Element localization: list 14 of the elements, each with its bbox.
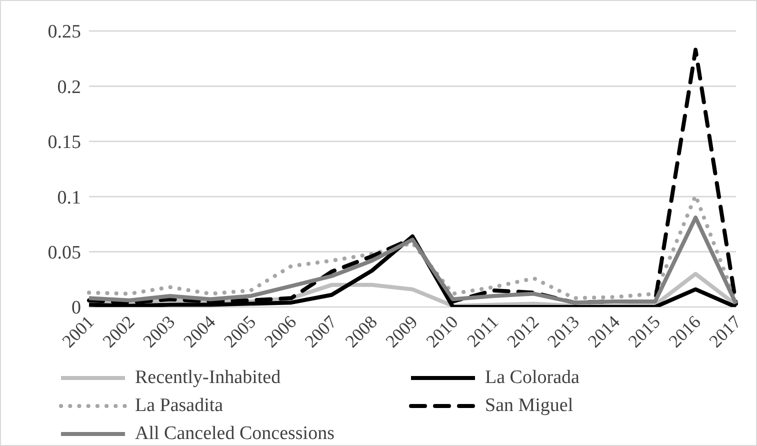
y-tick-label: 0.05 <box>48 242 81 264</box>
y-tick-label: 0.15 <box>48 132 81 154</box>
legend-label: La Colorada <box>485 367 580 389</box>
line-series <box>87 216 738 306</box>
y-tick-label: 0.2 <box>57 76 81 98</box>
legend-label: La Pasadita <box>135 395 224 417</box>
y-tick-label: 0.1 <box>57 187 81 208</box>
legend-label: All Canceled Concessions <box>135 423 334 445</box>
legend-label: San Miguel <box>485 395 574 417</box>
x-tick-label: 2011 <box>463 312 502 351</box>
legend-label: Recently-Inhabited <box>135 367 281 389</box>
y-tick-label: 0 <box>72 298 81 319</box>
y-tick-label: 0.25 <box>48 22 81 43</box>
line-series <box>87 48 738 306</box>
